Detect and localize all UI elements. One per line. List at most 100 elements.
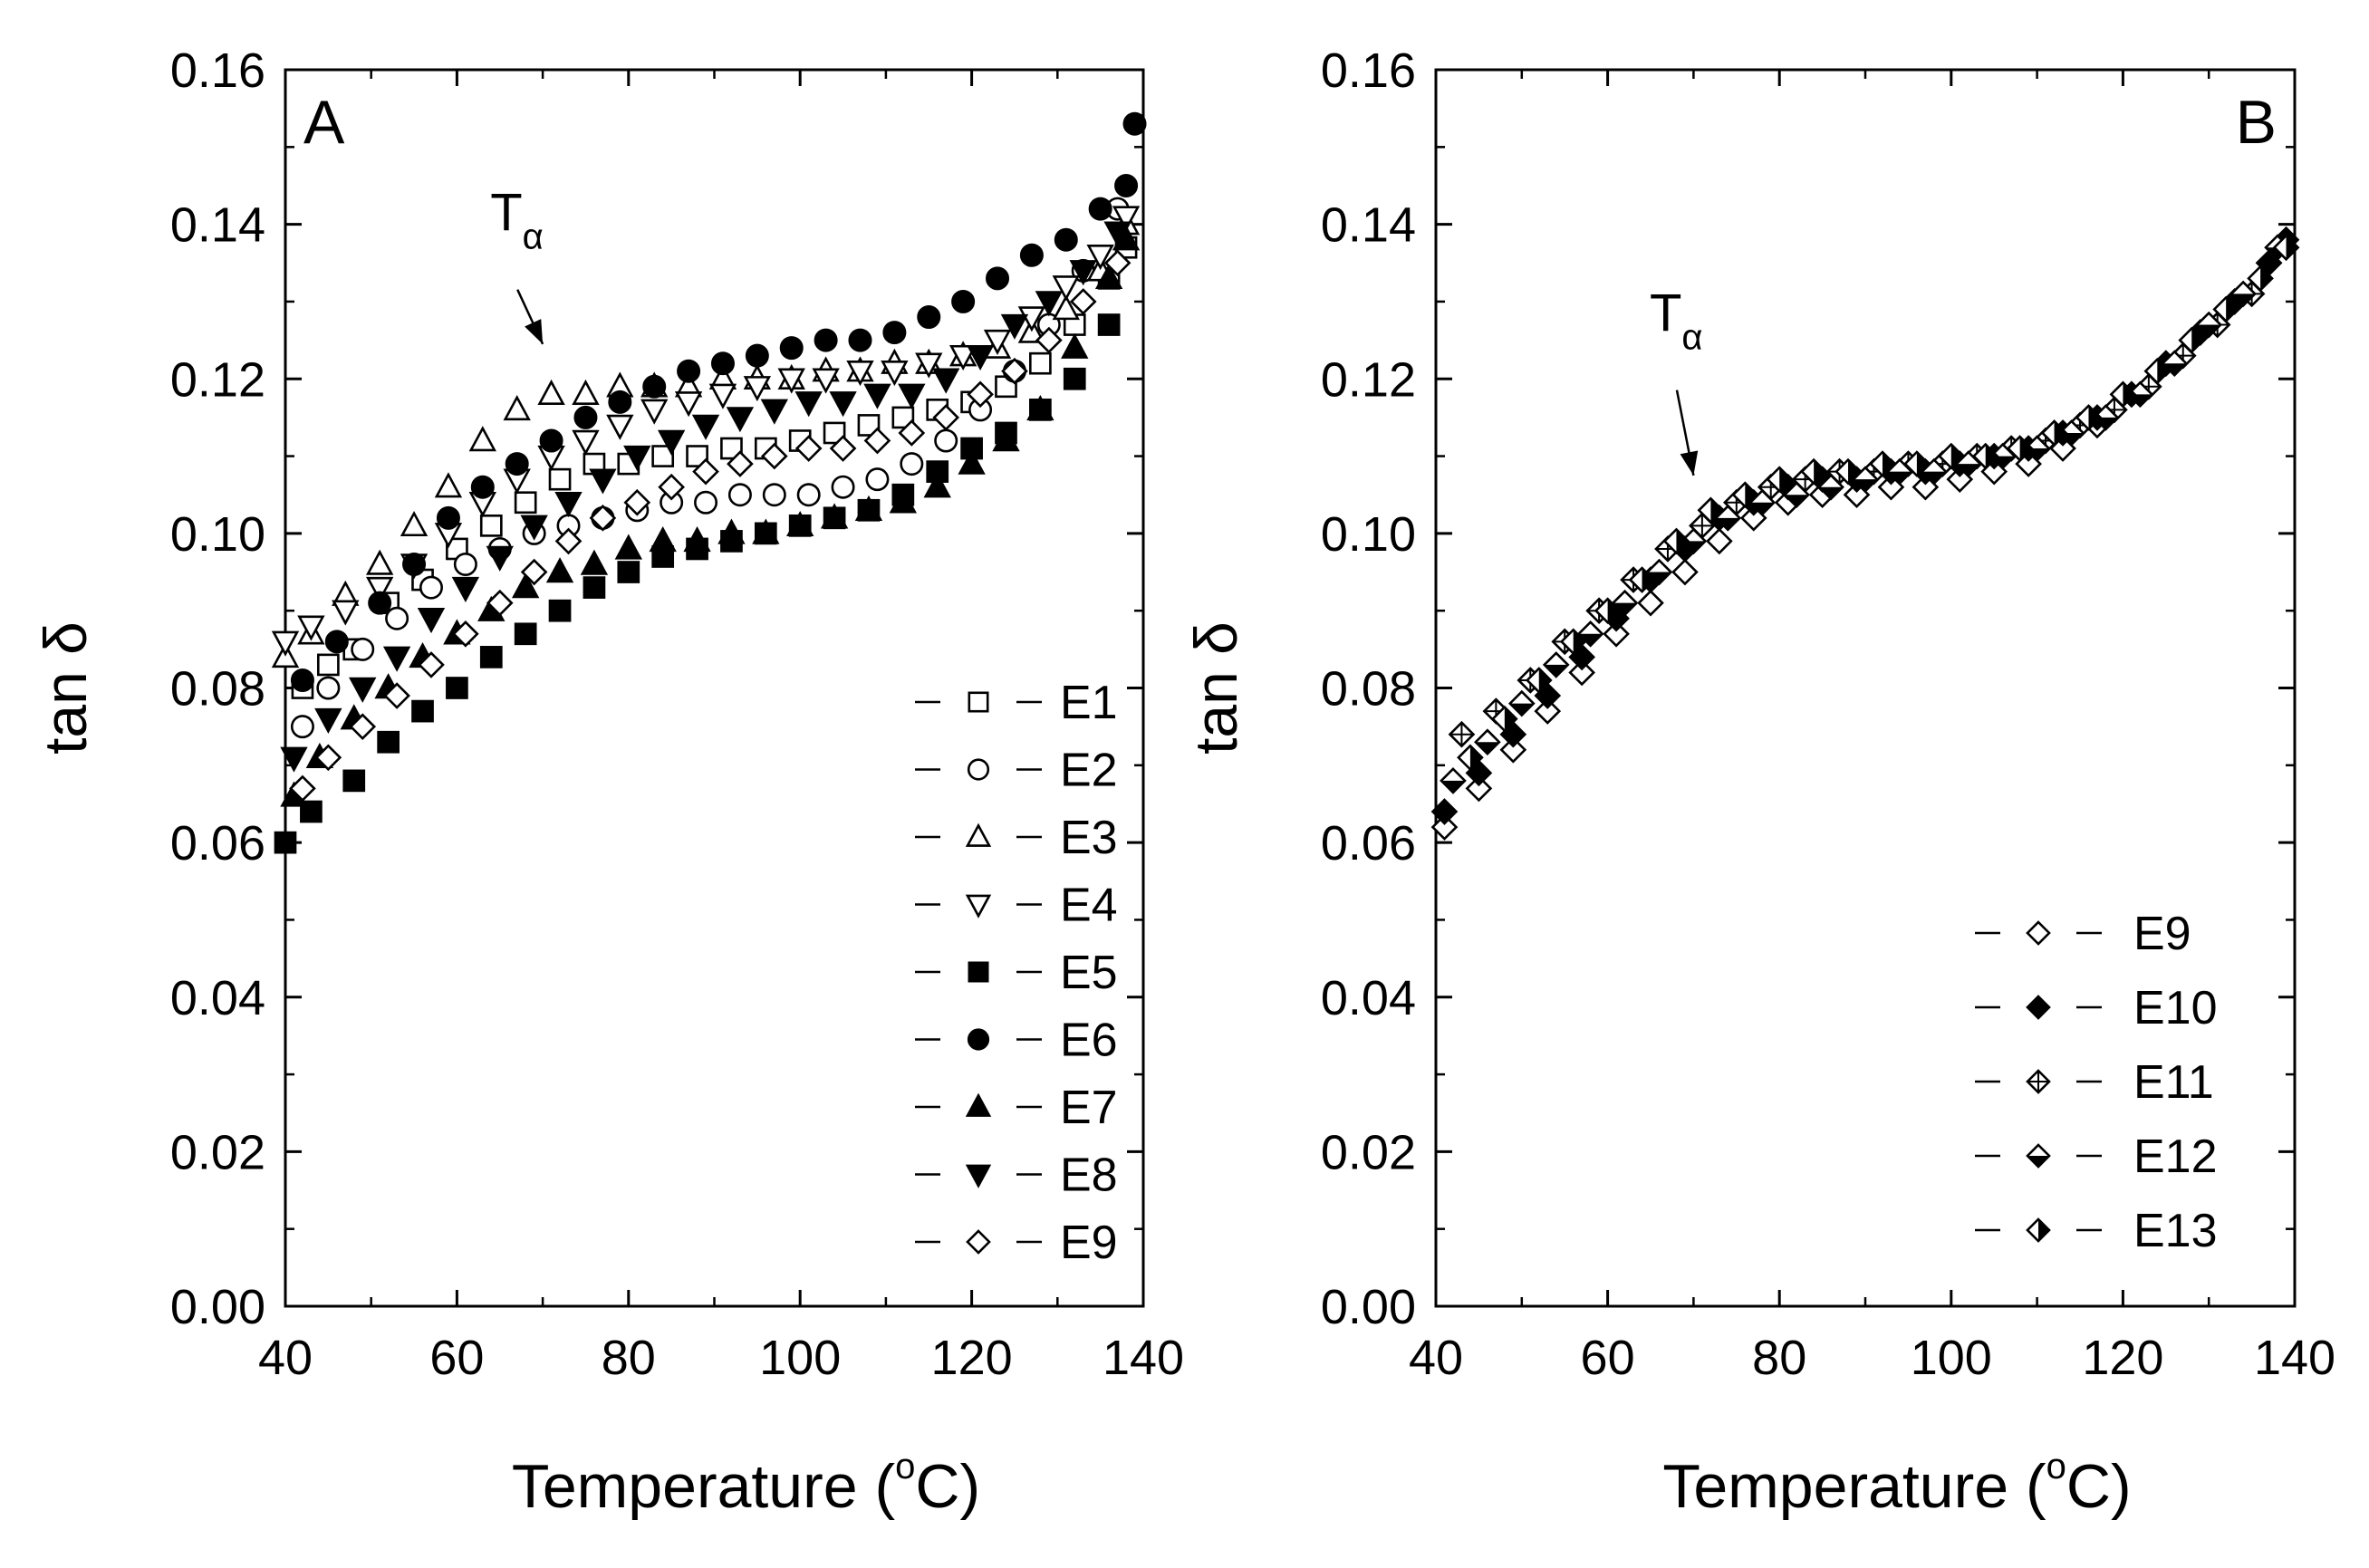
data-point [2247, 265, 2274, 293]
data-point [958, 448, 986, 475]
data-point [1525, 667, 1553, 694]
legend-label: E9 [1060, 1217, 1118, 1269]
legend-label: E1 [1060, 677, 1118, 729]
data-point [1019, 243, 1044, 267]
data-point [1088, 197, 1112, 221]
legend-item: E10 [1975, 982, 2218, 1034]
data-point [385, 606, 409, 630]
data-point [290, 715, 314, 739]
y-tick-label: 0.02 [1321, 1125, 1416, 1179]
y-tick-label: 0.04 [1321, 971, 1416, 1025]
data-point [1097, 313, 1121, 336]
y-tick-label: 0.04 [170, 971, 265, 1025]
data-point [779, 336, 804, 361]
legend-marker [968, 691, 989, 713]
data-point [857, 414, 881, 437]
data-point [745, 343, 769, 368]
legend-item: E1 [915, 677, 1118, 729]
data-point [1869, 450, 1896, 477]
data-point [727, 483, 752, 507]
legend-item: E5 [915, 947, 1118, 999]
data-point [692, 457, 719, 486]
data-point [589, 468, 617, 495]
data-point [1568, 659, 1595, 687]
y-tick-label: 0.06 [170, 816, 265, 871]
data-point [889, 487, 918, 514]
data-point [2229, 280, 2257, 308]
data-point [365, 576, 394, 602]
y-tick-label: 0.12 [1321, 352, 1416, 407]
data-point [400, 510, 429, 537]
x-tick-label: 140 [2254, 1331, 2335, 1385]
data-point [520, 515, 548, 541]
data-point [623, 445, 651, 471]
data-point [898, 419, 926, 447]
data-point [1697, 496, 1725, 524]
legend-item: E11 [1975, 1056, 2214, 1109]
y-tick-label: 0.08 [1321, 662, 1416, 717]
data-point [1000, 313, 1029, 340]
data-point [881, 361, 909, 387]
data-point [349, 713, 377, 740]
legend: E1 E2 E3 E4 E5 E6 E7 E8 E9 [915, 677, 1118, 1269]
data-point [446, 677, 468, 699]
data-point [583, 576, 606, 599]
data-point [677, 359, 701, 383]
data-point [1800, 457, 1827, 486]
panel-label: A [303, 88, 345, 157]
x-axis-title-unit: C) [915, 1452, 980, 1521]
data-point [2212, 295, 2239, 323]
legend-item: E12 [1975, 1130, 2218, 1183]
data-point [794, 391, 823, 418]
data-point [1594, 597, 1622, 625]
y-tick-label: 0.10 [1321, 507, 1416, 562]
legend-label: E5 [1060, 947, 1118, 999]
data-point [1706, 527, 1733, 555]
data-point [505, 452, 529, 476]
data-point [1603, 620, 1630, 648]
data-point [2075, 404, 2103, 431]
data-point [486, 589, 514, 617]
data-point [572, 379, 600, 406]
data-point [290, 668, 314, 692]
data-point [794, 435, 823, 462]
data-point [452, 620, 479, 648]
data-point [2040, 419, 2068, 447]
data-point [651, 445, 675, 467]
data-point [2272, 234, 2300, 262]
data-point [514, 491, 537, 515]
legend-label: E8 [1060, 1150, 1118, 1202]
data-point [657, 429, 686, 456]
data-point [377, 730, 400, 754]
data-point [932, 368, 960, 394]
legend-item: E6 [915, 1015, 1118, 1067]
legend-marker [965, 822, 992, 847]
data-point [274, 831, 297, 854]
legend-label: E11 [2133, 1056, 2214, 1109]
data-point [402, 552, 427, 576]
legend-item: E9 [915, 1217, 1118, 1269]
data-point [2006, 435, 2034, 462]
data-point [417, 608, 446, 634]
data-point [691, 414, 720, 440]
legend-marker [965, 1164, 992, 1188]
legend-marker [967, 758, 990, 781]
data-point [1507, 689, 1536, 717]
data-point [649, 526, 677, 553]
legend-marker [968, 961, 989, 983]
data-point [1671, 558, 1699, 586]
data-point [1026, 394, 1054, 421]
data-point [1052, 294, 1080, 321]
data-point [726, 407, 755, 433]
data-point [814, 328, 838, 352]
data-point [419, 575, 443, 600]
data-point [1035, 291, 1064, 317]
x-axis-title-unit: C) [2066, 1452, 2132, 1521]
legend-marker [2026, 1069, 2051, 1094]
data-point [882, 321, 907, 345]
data-point [1069, 288, 1097, 315]
legend-marker [967, 1028, 990, 1051]
series-e12 [1440, 234, 2291, 794]
data-point [923, 472, 951, 498]
